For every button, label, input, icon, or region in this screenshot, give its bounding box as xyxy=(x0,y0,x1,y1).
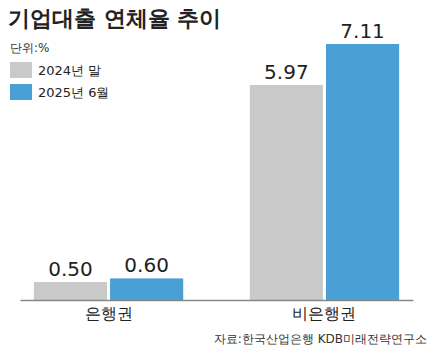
data-labels: 0.50 5.97 0.60 7.11 xyxy=(48,19,385,281)
x-tick-label: 비은행권 xyxy=(292,304,356,323)
bar xyxy=(34,282,107,300)
data-label: 0.60 xyxy=(124,253,169,277)
legend-label: 2024년 말 xyxy=(38,63,101,78)
bar xyxy=(250,85,323,300)
bar xyxy=(110,278,183,300)
data-label: 0.50 xyxy=(48,257,93,281)
title: 기업대출 연체율 추이 xyxy=(8,6,221,31)
x-tick: 비은행권 xyxy=(292,300,356,323)
legend-swatch xyxy=(10,62,32,78)
x-axis: 은행권 비은행권 xyxy=(21,300,414,323)
data-label: 7.11 xyxy=(340,19,385,43)
x-tick-label: 은행권 xyxy=(85,304,133,323)
source: 자료:한국산업은행 KDB미래전략연구소 xyxy=(214,332,427,346)
data-label: 5.97 xyxy=(264,60,309,84)
chart: 기업대출 연체율 추이단위:%2024년 말2025년 6월0.505.970.… xyxy=(0,0,433,355)
bars xyxy=(34,44,399,300)
legend-swatch xyxy=(10,84,32,100)
legend: 2024년 말 2025년 6월 xyxy=(10,62,110,100)
subtitle: 단위:% xyxy=(10,41,49,55)
legend-label: 2025년 6월 xyxy=(38,85,110,100)
x-axis-line xyxy=(21,300,414,302)
bar xyxy=(326,44,399,300)
x-tick: 은행권 xyxy=(85,300,133,323)
